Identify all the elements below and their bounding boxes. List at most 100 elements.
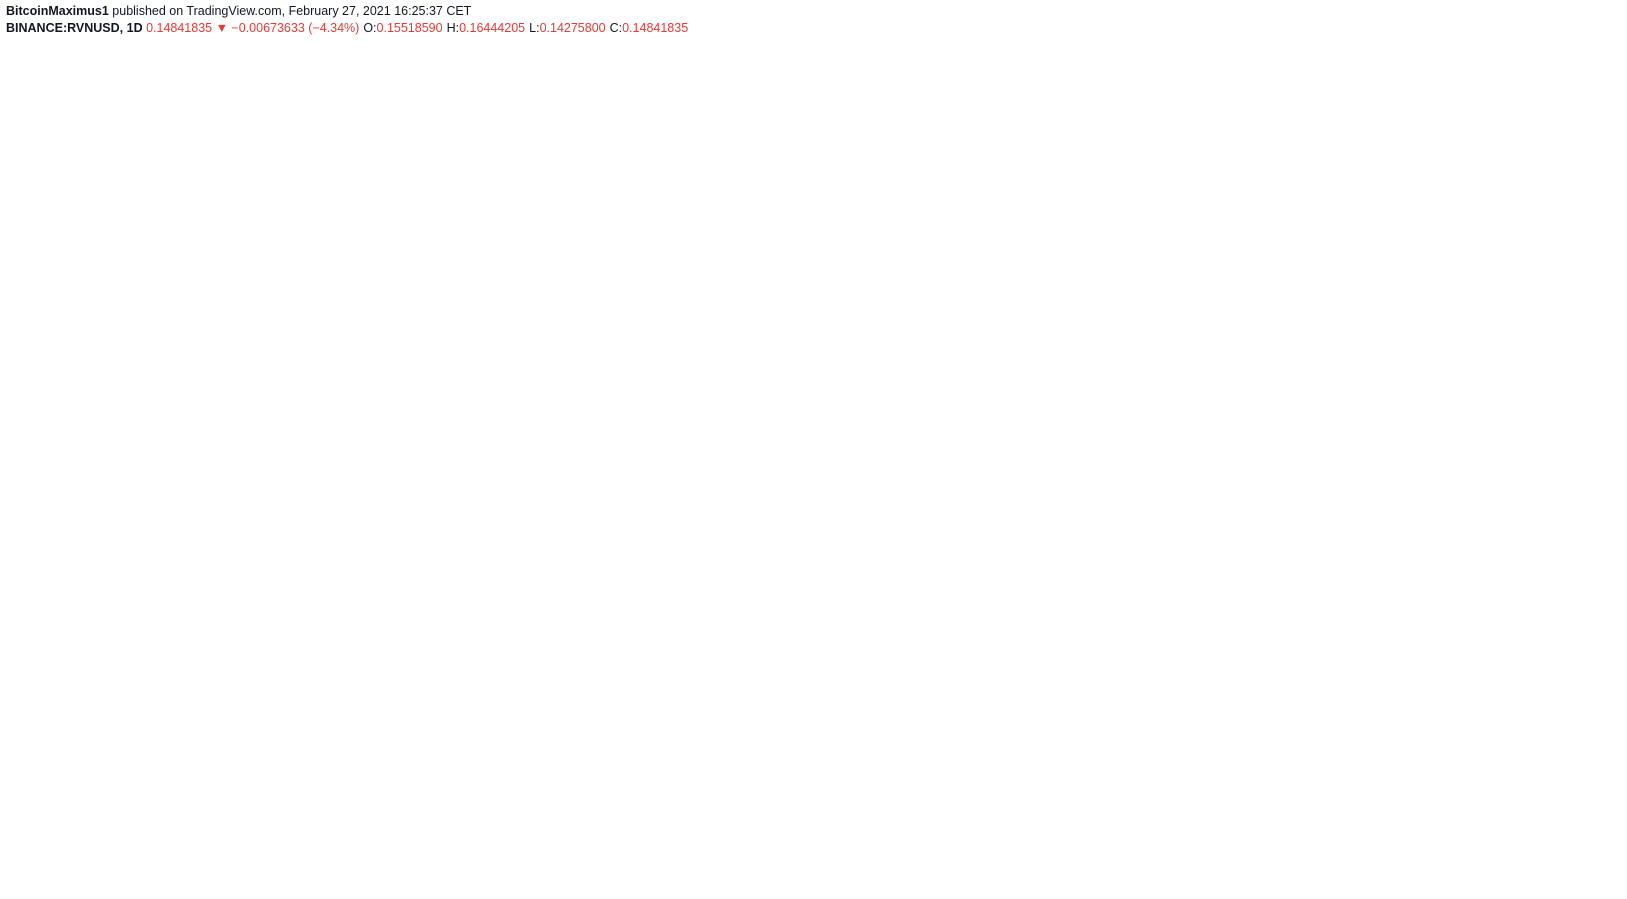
- candle-body: [585, 758, 593, 761]
- candle-body: [70, 760, 78, 763]
- ohlc-key: O:: [363, 21, 377, 35]
- y-tick-label: 0.20000000: [1542, 347, 1600, 359]
- candle-body: [401, 765, 409, 768]
- chart-background: [7, 45, 1621, 862]
- ohlc-key: C:: [609, 21, 623, 35]
- candle-body: [750, 684, 759, 688]
- y-tick-label: 0.08000000: [1542, 612, 1600, 624]
- x-tick-label: 12: [1263, 843, 1275, 855]
- candle-body: [375, 766, 383, 769]
- candle-body: [201, 764, 209, 767]
- candle-body: [96, 763, 104, 766]
- candle-body: [78, 762, 86, 765]
- ohlc-key: L:: [529, 21, 540, 35]
- candle-body: [43, 761, 51, 766]
- measure-box: [1191, 478, 1418, 503]
- candle-body: [61, 759, 69, 762]
- fib-label: 0.5(0.15882846): [912, 438, 993, 450]
- y-tick-label: −0.00000000: [1542, 789, 1607, 801]
- candle-body: [235, 765, 244, 768]
- measure-label: 0.28375521 (1378.60%) 28375521: [562, 93, 755, 107]
- y-tick-label: 0.12000000: [1542, 524, 1600, 536]
- ohlc: O:0.15518590 H:0.16444205 L:0.14275800 C:0.…: [359, 21, 688, 35]
- y-tick-label: 0.30000000: [1542, 126, 1600, 138]
- candle-body: [829, 295, 837, 339]
- y-tick-label: 0.10000000: [1542, 568, 1600, 580]
- x-tick-label: Dec: [107, 843, 127, 855]
- candle-body: [436, 760, 444, 763]
- candle-body: [87, 763, 95, 766]
- candle-body: [26, 766, 34, 769]
- candle-body: [131, 763, 139, 766]
- y-axis-label: USD: [1548, 53, 1571, 65]
- candle-body: [803, 573, 811, 633]
- candle-body: [855, 394, 863, 400]
- y-tick-label: 0.26000000: [1542, 214, 1600, 226]
- author: BitcoinMaximus1: [6, 4, 109, 18]
- candle-body: [724, 706, 732, 721]
- y-tick-label: 0.04000000: [1542, 701, 1600, 713]
- ohlc-value: 0.14841835: [622, 21, 689, 35]
- change: 0.14841835 ▼ −0.00673633 (−4.34%): [146, 21, 360, 35]
- x-tick-label: 15: [775, 843, 787, 855]
- candle-body: [454, 758, 462, 761]
- candle-body: [419, 762, 427, 766]
- candle-body: [768, 631, 776, 668]
- y-tick-label: 0.14000000: [1542, 480, 1600, 492]
- candle-body: [873, 434, 881, 453]
- x-tick-label: 15: [1019, 843, 1031, 855]
- candle-body: [279, 764, 287, 767]
- candle-body: [105, 764, 113, 766]
- x-tick-label: May: [1425, 843, 1447, 855]
- measure-label: −0.15572486 (−51.17%) −15572486: [1204, 483, 1405, 497]
- candle-body: [602, 758, 610, 761]
- candle-body: [305, 766, 313, 768]
- candle-body: [480, 761, 488, 764]
- candle-body: [35, 764, 43, 768]
- chart-title: Ravencoin / US Dollar (calculated by Tra…: [15, 52, 366, 66]
- candle-body: [52, 759, 60, 763]
- ohlc-value: 0.14275800: [539, 21, 606, 35]
- candle-body: [515, 758, 523, 761]
- candle-body: [716, 719, 724, 725]
- candle-body: [524, 759, 532, 761]
- candle-body: [611, 759, 619, 761]
- candle-body: [410, 764, 418, 767]
- fib-label: 0(0.30433813): [922, 116, 994, 128]
- candle-body: [218, 765, 226, 768]
- arrow-head: [654, 121, 663, 129]
- y-tick-label: 0.32000000: [1542, 82, 1600, 94]
- fib-label: 1(0.01331879): [922, 760, 994, 772]
- candle-body: [777, 626, 785, 633]
- candle-body: [297, 766, 305, 768]
- y-tick-label: 0.06000000: [1542, 656, 1600, 668]
- candle-body: [157, 763, 165, 766]
- candle-body: [349, 766, 357, 769]
- x-tick-label: 11: [469, 843, 480, 855]
- candle-body: [270, 763, 278, 766]
- candle-body: [253, 764, 261, 767]
- candle-body: [340, 765, 348, 768]
- candle-body: [17, 767, 25, 769]
- candle-body: [881, 451, 889, 468]
- candle-body: [314, 766, 322, 768]
- y-tick-label: 0.02000000: [1542, 745, 1600, 757]
- fib-label: 0.618(0.12448817): [900, 514, 993, 526]
- candle-body: [812, 472, 820, 575]
- candle-body: [8, 767, 17, 770]
- candle-body: [672, 741, 680, 744]
- candle-body: [759, 666, 767, 686]
- candle-body: [393, 765, 401, 768]
- candle-body: [628, 735, 636, 760]
- candle-body: [366, 766, 374, 769]
- candle-body: [820, 295, 828, 474]
- header-line-1: BitcoinMaximus1 published on TradingView…: [6, 4, 471, 18]
- candle-body: [567, 755, 575, 759]
- candle-body: [471, 759, 479, 763]
- candle-body: [166, 764, 174, 766]
- candle-body: [192, 764, 200, 767]
- measure: −0.15572486 (−51.17%) −15572486: [1191, 121, 1418, 503]
- candle-body: [620, 759, 628, 761]
